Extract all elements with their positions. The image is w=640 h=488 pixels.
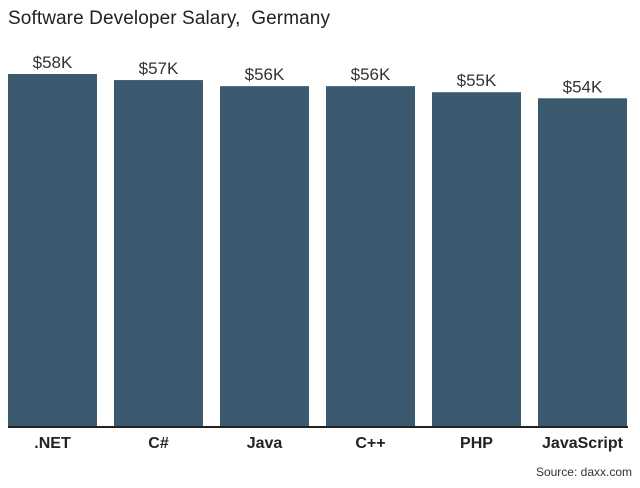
value-label-5: $54K (563, 77, 603, 96)
bars-group (8, 74, 627, 426)
value-label-4: $55K (457, 71, 497, 90)
chart-title: Software Developer Salary, Germany (8, 8, 331, 29)
category-label-4: PHP (460, 435, 493, 452)
value-label-1: $57K (139, 59, 179, 78)
source-note: Source: daxx.com (535, 465, 632, 479)
bar-0 (8, 74, 97, 426)
value-labels-group: $58K $57K $56K $56K $55K $54K (33, 53, 603, 96)
value-label-3: $56K (351, 65, 391, 84)
category-label-0: .NET (34, 435, 71, 452)
category-label-3: C++ (355, 435, 385, 452)
category-label-1: C# (148, 435, 169, 452)
category-labels-group: .NET C# Java C++ PHP JavaScript (34, 435, 623, 452)
bar-3 (326, 86, 415, 426)
value-label-2: $56K (245, 65, 285, 84)
bar-2 (220, 86, 309, 426)
bar-1 (114, 80, 203, 426)
bar-5 (538, 98, 627, 426)
bar-4 (432, 92, 521, 426)
category-label-5: JavaScript (542, 435, 624, 452)
value-label-0: $58K (33, 53, 73, 72)
category-label-2: Java (247, 435, 283, 452)
